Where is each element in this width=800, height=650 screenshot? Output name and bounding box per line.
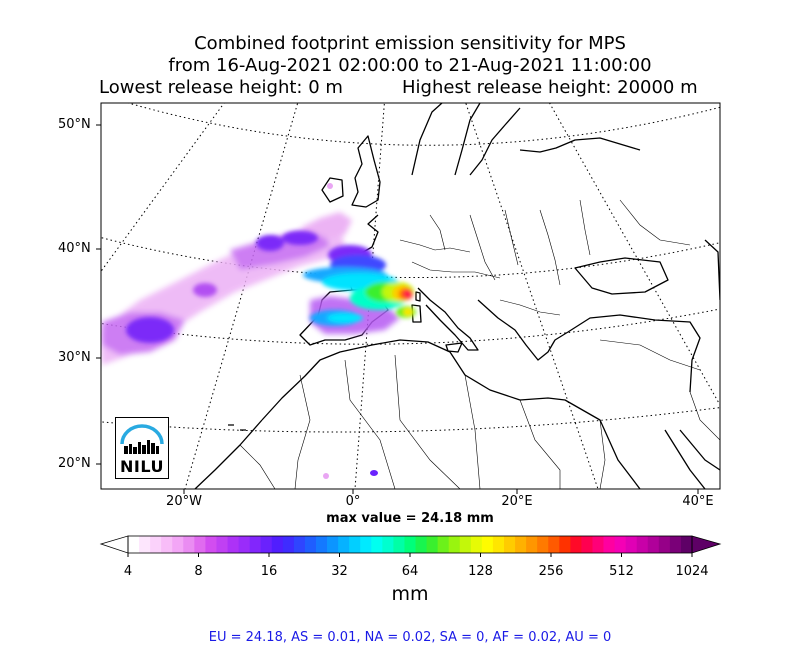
colorbar-cell	[537, 536, 549, 553]
colorbar-cell	[327, 536, 339, 553]
colorbar-cell	[216, 536, 228, 553]
colorbar-cell	[504, 536, 516, 553]
colorbar-max-extension	[691, 535, 722, 554]
colorbar-cell	[128, 536, 140, 553]
highest-release-height: Highest release height: 20000 m	[402, 77, 698, 98]
colorbar-tick-label: 512	[609, 564, 634, 579]
colorbar-tick-label: 128	[468, 564, 493, 579]
map-date-range: from 16-Aug-2021 02:00:00 to 21-Aug-2021…	[168, 55, 652, 76]
coastlines	[194, 103, 720, 489]
colorbar-min-extension	[99, 535, 129, 554]
colorbar-cell	[183, 536, 195, 553]
colorbar-cell	[382, 536, 394, 553]
lat-label-50n: 50°N	[58, 117, 91, 132]
map-frame	[100, 102, 721, 490]
colorbar-cell	[360, 536, 372, 553]
lat-label-30n: 30°N	[58, 350, 91, 365]
colorbar-cell	[271, 536, 284, 553]
sensitivity-plume	[101, 183, 416, 479]
colorbar-cell	[393, 536, 405, 553]
longitude-gridlines	[101, 103, 720, 489]
colorbar-cell	[139, 536, 151, 553]
colorbar-cell	[205, 536, 217, 553]
nilu-logo-text: NILU	[120, 457, 164, 476]
axis-ticks	[96, 124, 699, 494]
max-value-label: max value = 24.18 mm	[326, 511, 494, 526]
colorbar-cell	[415, 536, 427, 553]
colorbar-cell	[592, 536, 604, 553]
colorbar-tick-label: 64	[401, 564, 419, 579]
colorbar-cell	[227, 536, 239, 553]
colorbar-tick-label: 4	[123, 564, 133, 579]
lat-label-20n: 20°N	[58, 456, 91, 471]
colorbar-cell	[481, 536, 494, 553]
colorbar-tick-label: 256	[538, 564, 564, 579]
colorbar-cell	[559, 536, 571, 553]
colorbar-cell	[338, 536, 350, 553]
country-borders	[239, 199, 720, 489]
colorbar-cell	[194, 536, 206, 553]
colorbar-tick-label: 8	[194, 564, 203, 579]
colorbar-tick-label: 32	[331, 564, 348, 579]
colorbar-cell	[448, 536, 461, 553]
lowest-release-height: Lowest release height: 0 m	[99, 77, 343, 98]
colorbar-cell	[636, 536, 649, 553]
nilu-logo-graphic	[120, 424, 164, 454]
colorbar-cell	[515, 536, 527, 553]
colorbar-cell	[293, 536, 306, 553]
colorbar-cell	[249, 536, 262, 553]
colorbar-cell	[304, 536, 317, 553]
colorbar-cell	[150, 536, 162, 553]
colorbar-cell	[548, 536, 560, 553]
colorbar-cell	[282, 536, 295, 553]
colorbar-cell	[316, 536, 328, 553]
colorbar-cell	[603, 536, 615, 553]
colorbar-cell	[238, 536, 251, 553]
lat-label-40n: 40°N	[58, 241, 91, 256]
colorbar-cell	[625, 536, 638, 553]
colorbar-cell	[492, 536, 505, 553]
colorbar-cell	[647, 536, 660, 553]
latitude-gridlines	[101, 103, 720, 433]
colorbar-cell	[260, 536, 273, 553]
colorbar-cell	[669, 536, 682, 553]
colorbar-cell	[371, 536, 383, 553]
colorbar-cell	[161, 536, 173, 553]
colorbar-cell	[570, 536, 582, 553]
colorbar-unit-label: mm	[391, 583, 429, 605]
colorbar-cell	[614, 536, 627, 553]
lon-label-40e: 40°E	[682, 494, 714, 509]
lon-label-20e: 20°E	[501, 494, 533, 509]
colorbar-cell	[470, 536, 483, 553]
colorbar-tick-label: 1024	[675, 564, 709, 579]
colorbar-cell	[459, 536, 472, 553]
colorbar-cell	[404, 536, 416, 553]
colorbar-cell	[349, 536, 361, 553]
colorbar-tick-label: 16	[260, 564, 278, 579]
colorbar-cell	[658, 536, 671, 553]
colorbar-cell	[526, 536, 538, 553]
nilu-logo: NILU	[115, 417, 169, 479]
colorbar-cell	[581, 536, 593, 553]
colorbar-cell	[172, 536, 184, 553]
lon-label-20w: 20°W	[166, 494, 202, 509]
colorbar-cell	[680, 536, 693, 553]
colorbar-cell	[426, 536, 439, 553]
lon-label-0: 0°	[345, 494, 361, 509]
colorbar-cell	[437, 536, 450, 553]
map-title: Combined footprint emission sensitivity …	[194, 33, 626, 54]
region-summary: EU = 24.18, AS = 0.01, NA = 0.02, SA = 0…	[208, 630, 612, 645]
